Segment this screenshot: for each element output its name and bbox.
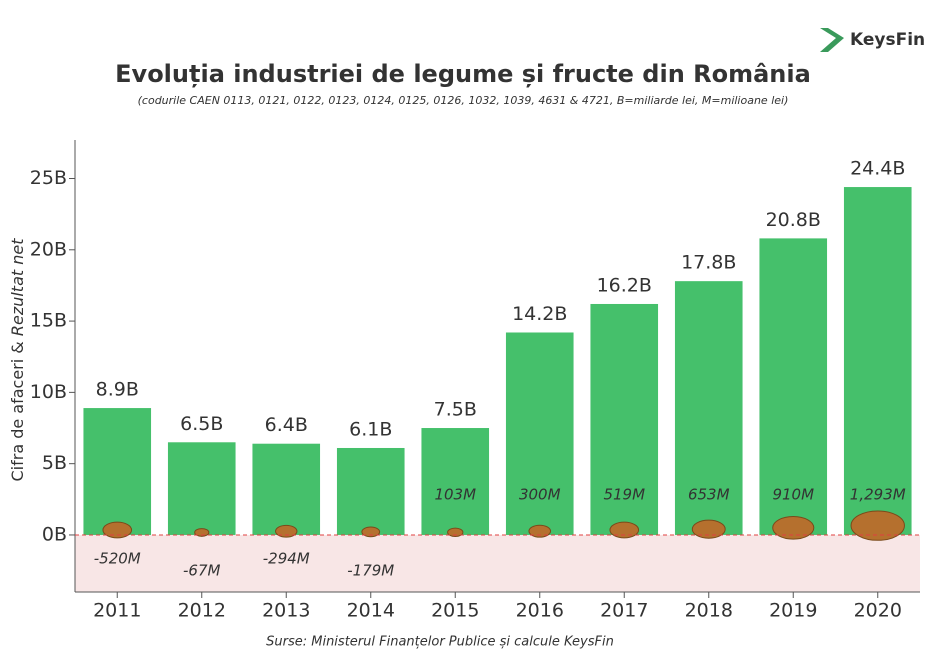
bar [336, 447, 405, 535]
y-tick-label: 15B [30, 310, 67, 332]
bar-value-label: 6.4B [265, 414, 308, 436]
net-result-basket [772, 515, 815, 540]
y-label: Cifra de afaceri & [8, 336, 27, 481]
bar [83, 408, 152, 535]
logo-icon [820, 28, 844, 52]
net-result-basket [850, 510, 905, 541]
bar [252, 443, 321, 535]
net-result-basket [194, 528, 210, 537]
negative-zone [75, 534, 920, 592]
logo: KeysFin [820, 28, 925, 52]
bar [759, 238, 828, 535]
x-tick-label: 2014 [347, 600, 395, 622]
net-result-basket [609, 521, 640, 539]
net-result-label: 519M [603, 485, 645, 503]
y-axis-label: Cifra de afaceri & Rezultat net [8, 238, 27, 482]
net-result-label: 910M [772, 485, 814, 503]
net-result-label: 653M [688, 485, 730, 503]
bar-value-label: 16.2B [597, 274, 652, 296]
x-tick-label: 2011 [93, 600, 141, 622]
bar-value-label: 8.9B [96, 379, 139, 401]
logo-text: KeysFin [850, 30, 925, 50]
net-result-basket [361, 526, 381, 538]
net-result-label: -179M [347, 561, 394, 579]
net-result-basket [691, 519, 726, 539]
net-result-label: -520M [94, 549, 141, 567]
bar-value-label: 24.4B [850, 158, 905, 180]
bar [674, 281, 743, 535]
y-tick-label: 10B [30, 381, 67, 403]
y-tick-label: 0B [42, 523, 67, 545]
x-tick-label: 2018 [685, 600, 733, 622]
bar [843, 187, 912, 535]
y-tick-label: 20B [30, 238, 67, 260]
net-result-label: 1,293M [850, 485, 906, 503]
bar-value-label: 17.8B [681, 252, 736, 274]
bar-value-label: 7.5B [434, 399, 477, 421]
net-result-basket [447, 527, 464, 537]
bar [590, 303, 659, 535]
source: Surse: Ministerul Finanțelor Publice și … [266, 635, 614, 650]
y-tick-label: 25B [30, 167, 67, 189]
x-tick-label: 2020 [854, 600, 902, 622]
net-result-label: -294M [263, 549, 310, 567]
y-tick-label: 5B [42, 452, 67, 474]
net-result-label: -67M [183, 561, 220, 579]
net-result-basket [275, 524, 298, 538]
x-tick-label: 2012 [178, 600, 226, 622]
net-result-basket [528, 524, 552, 538]
bar-value-label: 14.2B [512, 303, 567, 325]
x-tick-label: 2013 [262, 600, 310, 622]
chart-subtitle: (codurile CAEN 0113, 0121, 0122, 0123, 0… [138, 94, 789, 107]
bar-value-label: 20.8B [766, 209, 821, 231]
y-label-italic: Rezultat net [8, 238, 27, 336]
bar-value-label: 6.5B [180, 413, 223, 435]
x-tick-label: 2015 [431, 600, 479, 622]
net-result-label: 300M [519, 485, 561, 503]
bar-value-label: 6.1B [349, 418, 392, 440]
x-tick-label: 2016 [516, 600, 564, 622]
net-result-label: 103M [434, 485, 476, 503]
x-tick-label: 2017 [600, 600, 648, 622]
chart-title: Evoluția industriei de legume și fructe … [115, 60, 811, 88]
net-result-basket [102, 521, 133, 539]
bar [167, 442, 236, 535]
bar [421, 428, 490, 535]
bar [505, 332, 574, 535]
x-tick-label: 2019 [769, 600, 817, 622]
